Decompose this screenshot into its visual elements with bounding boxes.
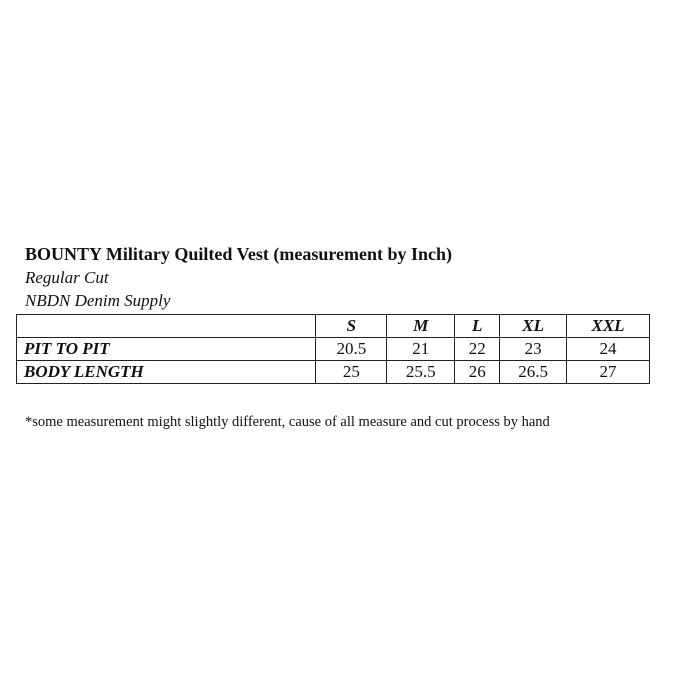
header-cell: M: [386, 314, 456, 338]
table-cell: 25.5: [386, 360, 456, 384]
table-row: PIT TO PIT 20.5 21 22 23 24: [15, 337, 650, 361]
table-cell: 21: [386, 337, 456, 361]
document-title: BOUNTY Military Quilted Vest (measuremen…: [25, 244, 452, 264]
table-row: BODY LENGTH 25 25.5 26 26.5 27: [15, 360, 650, 384]
subtitle-brand: NBDN Denim Supply: [25, 291, 171, 310]
table-cell: 22: [454, 337, 501, 361]
table-cell: 23: [499, 337, 568, 361]
table-header-row: S M L XL XXL: [15, 314, 650, 338]
table-cell: 26.5: [499, 360, 568, 384]
table-cell: 25: [315, 360, 388, 384]
table-cell: 26: [454, 360, 501, 384]
header-cell: S: [315, 314, 388, 338]
header-cell: L: [454, 314, 501, 338]
table-cell: 20.5: [315, 337, 388, 361]
header-cell: XL: [499, 314, 568, 338]
size-chart-table: S M L XL XXL PIT TO PIT 20.5 21 22 23 24…: [15, 314, 650, 384]
table-cell: 27: [566, 360, 650, 384]
table-cell: 24: [566, 337, 650, 361]
row-label: BODY LENGTH: [15, 360, 317, 384]
header-cell: XXL: [566, 314, 650, 338]
subtitle-cut: Regular Cut: [25, 268, 109, 287]
row-label: PIT TO PIT: [15, 337, 317, 361]
disclaimer-note: *some measurement might slightly differe…: [25, 414, 550, 430]
header-cell: [15, 314, 317, 338]
